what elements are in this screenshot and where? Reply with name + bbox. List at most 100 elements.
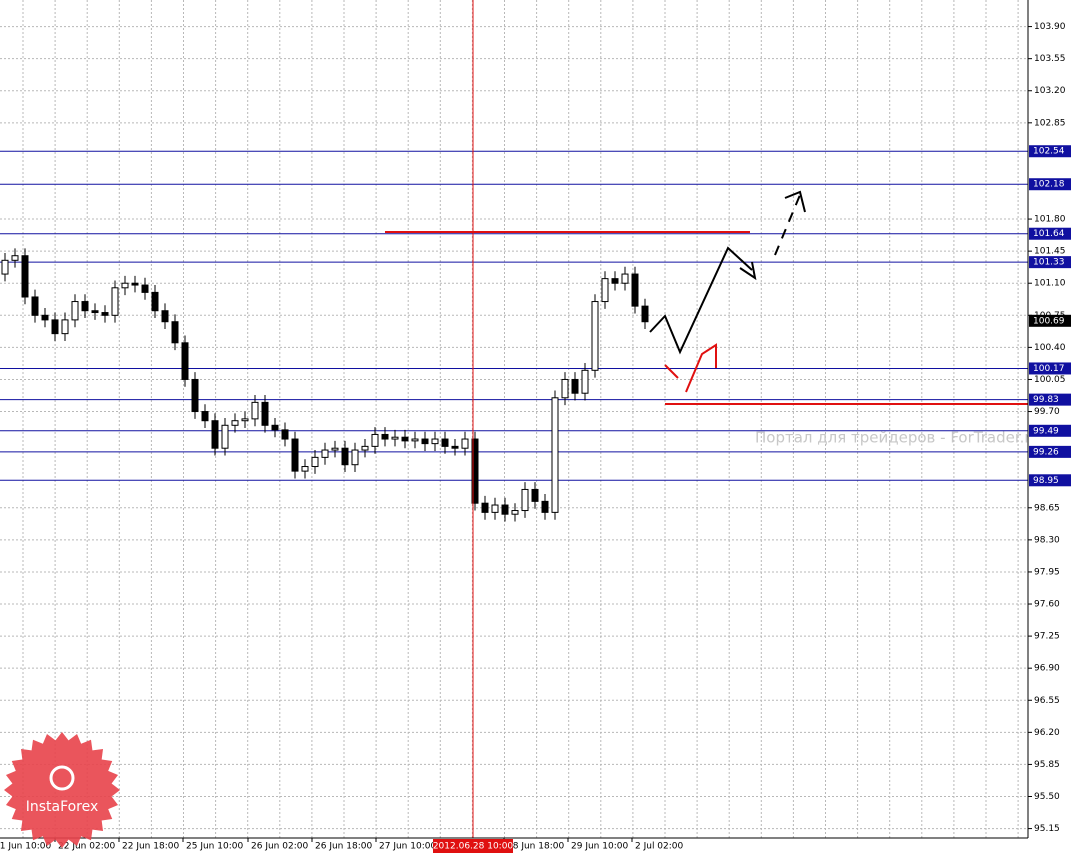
logo-text: InstaForex bbox=[26, 799, 99, 815]
candle-body bbox=[541, 500, 549, 513]
y-tick-label: 95.15 bbox=[1034, 824, 1060, 834]
y-tick-label: 97.60 bbox=[1034, 600, 1060, 610]
candle-body bbox=[151, 291, 159, 312]
candle-body bbox=[451, 445, 459, 449]
candle-body bbox=[391, 436, 399, 440]
y-tick-label: 96.90 bbox=[1034, 664, 1060, 674]
candle-body bbox=[201, 411, 209, 422]
candle-body bbox=[431, 438, 439, 445]
forecast-dashed bbox=[774, 194, 801, 256]
candle-body bbox=[471, 438, 479, 504]
x-tick-label: 25 Jun 10:00 bbox=[186, 842, 243, 852]
y-tick-label: 97.95 bbox=[1034, 567, 1060, 577]
x-tick-label: 22 Jun 18:00 bbox=[122, 842, 179, 852]
candle-body bbox=[441, 438, 449, 447]
candle-body bbox=[171, 321, 179, 344]
candle-body bbox=[571, 378, 579, 394]
logo: InstaForex bbox=[4, 732, 120, 848]
level-badge bbox=[1029, 145, 1071, 158]
candle-body bbox=[291, 438, 299, 472]
candle-body bbox=[491, 504, 499, 513]
candle-body bbox=[241, 418, 249, 422]
candle-body bbox=[361, 445, 369, 451]
candle-body bbox=[461, 438, 469, 449]
candle-body bbox=[261, 401, 269, 426]
y-tick-label: 101.80 bbox=[1034, 215, 1066, 225]
candle-body bbox=[131, 282, 139, 286]
y-tick-label: 98.65 bbox=[1034, 503, 1060, 513]
candle-body bbox=[481, 502, 489, 513]
candle-body bbox=[251, 401, 259, 420]
x-tick-label: 21 Jun 10:00 bbox=[0, 842, 51, 852]
y-tick-label: 102.85 bbox=[1034, 118, 1066, 128]
candle-body bbox=[41, 314, 49, 321]
candle-body bbox=[321, 449, 329, 458]
alt-path bbox=[664, 364, 679, 379]
level-badge bbox=[1029, 393, 1071, 406]
y-tick-label: 96.55 bbox=[1034, 696, 1060, 706]
candle-body bbox=[161, 310, 169, 323]
level-label: 101.33 bbox=[1033, 258, 1065, 268]
y-tick-label: 95.85 bbox=[1034, 760, 1060, 770]
candle-body bbox=[551, 397, 559, 513]
candle-body bbox=[81, 301, 89, 312]
candle-body bbox=[351, 449, 359, 466]
candle-body bbox=[51, 319, 59, 335]
x-tick-label: 2 Jul 02:00 bbox=[635, 842, 684, 852]
level-label: 98.95 bbox=[1033, 476, 1059, 486]
candle-body bbox=[281, 429, 289, 440]
y-tick-label: 97.25 bbox=[1034, 632, 1060, 642]
candle-body bbox=[221, 424, 229, 449]
candle-body bbox=[211, 420, 219, 449]
forecast-arrow bbox=[739, 261, 757, 281]
y-tick-label: 99.70 bbox=[1034, 407, 1060, 417]
candle-body bbox=[31, 296, 39, 316]
level-label: 102.18 bbox=[1033, 180, 1065, 190]
y-tick-label: 101.45 bbox=[1034, 247, 1066, 257]
level-badge bbox=[1029, 227, 1071, 240]
candle-body bbox=[101, 312, 109, 316]
candle-body bbox=[521, 488, 529, 512]
level-badge bbox=[1029, 362, 1071, 375]
forecast-arrow bbox=[784, 190, 806, 213]
logo-icon bbox=[49, 765, 75, 791]
level-badge bbox=[1029, 256, 1071, 269]
level-badge bbox=[1029, 474, 1071, 487]
candle-body bbox=[71, 301, 79, 321]
price-badge bbox=[1029, 314, 1071, 327]
candle-body bbox=[621, 273, 629, 284]
candle-body bbox=[371, 433, 379, 447]
candle-body bbox=[311, 456, 319, 468]
alt-path bbox=[685, 343, 717, 393]
candle-body bbox=[21, 255, 29, 298]
level-badge bbox=[1029, 178, 1071, 191]
level-label: 99.49 bbox=[1033, 426, 1059, 436]
watermark: Портал для трейдеров - ForTrader.ru bbox=[755, 429, 1040, 447]
level-label: 100.17 bbox=[1033, 364, 1065, 374]
forecast bbox=[385, 190, 1028, 405]
candle-body bbox=[141, 284, 149, 293]
grid bbox=[0, 0, 1028, 838]
cursor-label: 2012.06.28 10:00 bbox=[433, 842, 514, 852]
candle-body bbox=[341, 447, 349, 466]
candle-body bbox=[121, 282, 129, 289]
y-tick-label: 98.30 bbox=[1034, 535, 1060, 545]
candle-body bbox=[181, 342, 189, 380]
level-badge bbox=[1029, 445, 1071, 458]
candle-body bbox=[631, 273, 639, 307]
x-tick-label: 26 Jun 02:00 bbox=[251, 842, 308, 852]
level-badge bbox=[1029, 424, 1071, 437]
forecast-path bbox=[649, 246, 753, 355]
candle-body bbox=[641, 305, 649, 323]
candle-body bbox=[331, 447, 339, 451]
y-tick-label: 103.90 bbox=[1034, 22, 1066, 32]
candle-body bbox=[401, 436, 409, 442]
level-label: 99.26 bbox=[1033, 447, 1059, 457]
candle-body bbox=[61, 319, 69, 335]
candle-body bbox=[581, 369, 589, 394]
candle-body bbox=[501, 504, 509, 515]
level-label: 101.64 bbox=[1033, 229, 1065, 239]
time-axis bbox=[0, 838, 1072, 855]
